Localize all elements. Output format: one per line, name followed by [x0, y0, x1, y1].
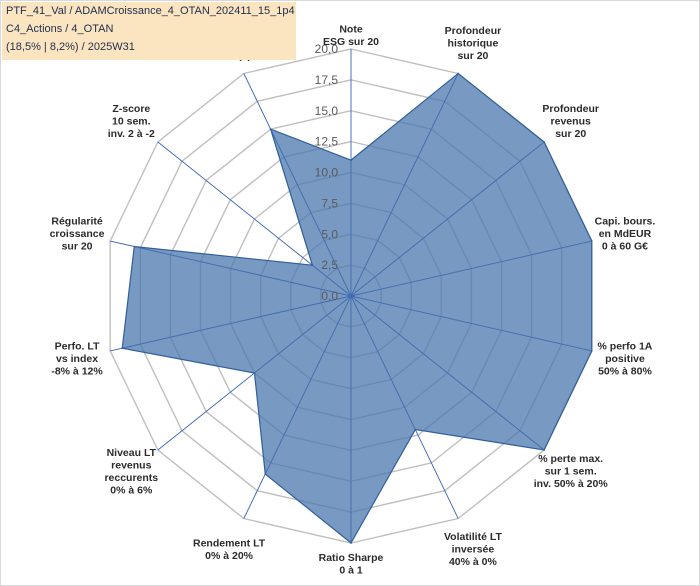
axis-label-1: Profondeur historique sur 20: [445, 25, 502, 62]
title-category: C4_Actions / 4_OTAN: [6, 23, 114, 35]
axis-label-11: Régularité croissance sur 20: [50, 215, 105, 252]
spoke-overlay-11: [110, 240, 352, 297]
spoke-overlay-1: [350, 73, 459, 297]
spoke-overlay-13: [243, 73, 352, 297]
tick-label: 7,5: [321, 196, 338, 210]
spoke-overlay-5: [350, 295, 545, 451]
tick-label: 2,5: [321, 258, 338, 272]
title-stats: (18,5% | 8,2%) / 2025W31: [6, 41, 135, 53]
axis-label-3: Capi. bours. en MdEUR 0 à 60 G€: [595, 215, 656, 252]
spoke-overlay-2: [350, 141, 545, 297]
axis-label-10: Perfo. LT vs index -8% à 12%: [51, 341, 103, 378]
spoke-overlay-9: [157, 295, 352, 451]
axis-label-4: % perfo 1A positive 50% à 80%: [598, 341, 653, 378]
spoke-overlay-6: [350, 295, 459, 519]
axis-label-8: Rendement LT 0% à 20%: [193, 537, 266, 562]
axis-label-6: Volatilité LT inversée 40% à 0%: [444, 531, 503, 568]
axis-label-9: Niveau LT revenus reccurents 0% à 6%: [104, 447, 158, 497]
spoke-overlay-4: [350, 295, 592, 352]
tick-label: 12,5: [315, 135, 339, 149]
tick-label: 17,5: [315, 73, 339, 87]
radar-series: [110, 49, 593, 544]
tick-label: 0,0: [321, 289, 338, 303]
title-portfolio: PTF_41_Val / ADAMCroissance_4_OTAN_20241…: [6, 5, 295, 17]
axis-label-12: Z-score 10 sem. inv. 2 à -2: [108, 103, 155, 140]
spoke-overlay-12: [157, 141, 352, 297]
radial-tick-labels: 0,0 2,5 5,0 7,5 10,0 12,5 15,0 17,5 20,0: [315, 42, 339, 303]
spoke-overlay-10: [110, 295, 352, 352]
tick-label: 15,0: [315, 104, 339, 118]
axis-label-0: Note ESG sur 20: [323, 24, 379, 49]
spoke-overlay-8: [243, 295, 352, 519]
tick-label: 10,0: [315, 166, 339, 180]
spoke-overlay-3: [350, 240, 592, 297]
axis-label-7: Ratio Sharpe 0 à 1: [319, 552, 384, 577]
tick-label: 5,0: [321, 227, 338, 241]
axis-label-5: % perte max. sur 1 sem. inv. 50% à 20%: [534, 453, 609, 490]
axis-label-2: Profondeur revenus sur 20: [542, 103, 599, 140]
tick-label: 20,0: [315, 42, 339, 56]
chart-title-box: PTF_41_Val / ADAMCroissance_4_OTAN_20241…: [2, 2, 296, 60]
